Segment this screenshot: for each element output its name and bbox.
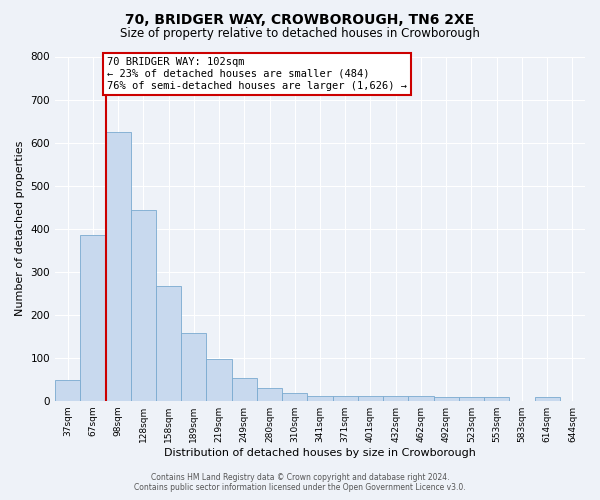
Text: Contains HM Land Registry data © Crown copyright and database right 2024.
Contai: Contains HM Land Registry data © Crown c… xyxy=(134,473,466,492)
Bar xyxy=(206,359,232,401)
Text: 70, BRIDGER WAY, CROWBOROUGH, TN6 2XE: 70, BRIDGER WAY, CROWBOROUGH, TN6 2XE xyxy=(125,12,475,26)
Bar xyxy=(55,380,80,400)
Bar xyxy=(257,388,282,400)
Bar xyxy=(181,333,206,400)
Text: Size of property relative to detached houses in Crowborough: Size of property relative to detached ho… xyxy=(120,28,480,40)
Bar xyxy=(106,132,131,400)
Text: 70 BRIDGER WAY: 102sqm
← 23% of detached houses are smaller (484)
76% of semi-de: 70 BRIDGER WAY: 102sqm ← 23% of detached… xyxy=(107,58,407,90)
Bar xyxy=(409,396,434,400)
Bar xyxy=(80,235,106,400)
Bar xyxy=(232,378,257,400)
Bar xyxy=(156,286,181,401)
Bar xyxy=(434,398,459,400)
X-axis label: Distribution of detached houses by size in Crowborough: Distribution of detached houses by size … xyxy=(164,448,476,458)
Y-axis label: Number of detached properties: Number of detached properties xyxy=(15,141,25,316)
Bar xyxy=(358,396,383,400)
Bar xyxy=(383,396,409,400)
Bar xyxy=(307,396,332,400)
Bar xyxy=(535,398,560,400)
Bar xyxy=(332,396,358,400)
Bar xyxy=(484,398,509,400)
Bar xyxy=(459,398,484,400)
Bar xyxy=(282,394,307,400)
Bar xyxy=(131,210,156,400)
